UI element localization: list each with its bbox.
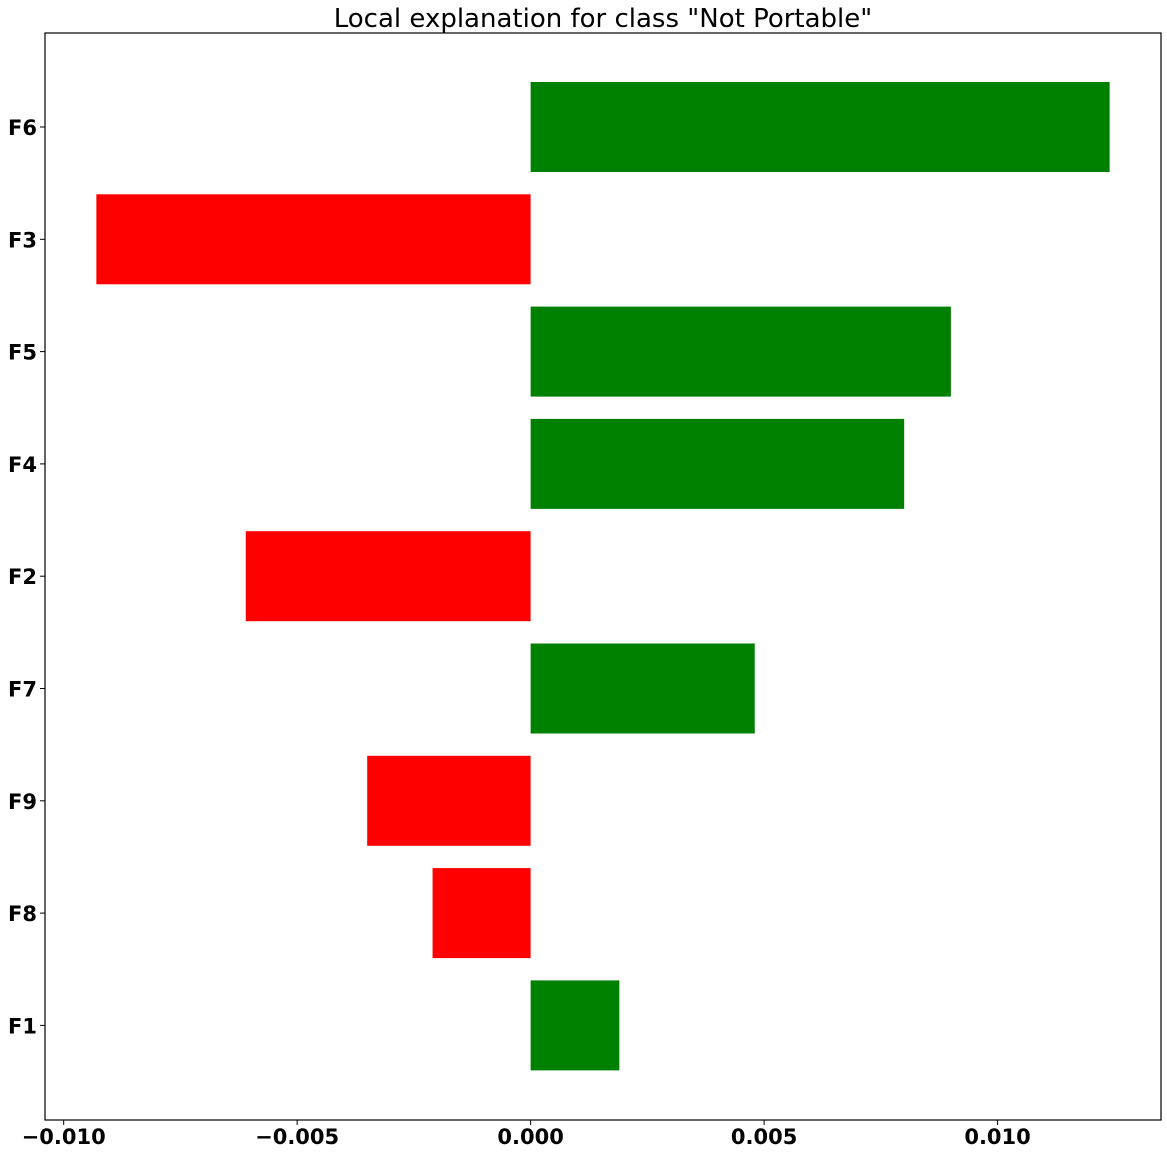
x-axis: −0.010 −0.005 0.000 0.005 0.010 [22, 1120, 1031, 1149]
bar-f9 [367, 755, 531, 846]
y-tick-label: F2 [8, 565, 37, 589]
y-tick-label: F4 [8, 453, 37, 477]
bars-group [96, 82, 1110, 1071]
x-tick-label: 0.010 [964, 1125, 1030, 1149]
bar-f7 [530, 643, 755, 734]
y-tick-label: F7 [8, 678, 37, 702]
plot-frame [44, 32, 1162, 1121]
y-tick-label: F3 [8, 228, 37, 252]
y-tick-label: F6 [8, 116, 37, 140]
bar-f1 [530, 980, 620, 1071]
y-tick-label: F8 [8, 902, 37, 926]
bar-f4 [530, 418, 905, 509]
x-tick-label: 0.005 [731, 1125, 797, 1149]
x-tick-label: 0.000 [497, 1125, 563, 1149]
y-tick-label: F1 [8, 1014, 37, 1038]
x-tick-label: −0.005 [255, 1125, 339, 1149]
y-tick-label: F5 [8, 341, 37, 365]
y-axis: F6 F3 F5 F4 F2 F7 F9 F8 F1 [8, 116, 45, 1038]
bar-f3 [96, 194, 531, 285]
x-tick-label: −0.010 [22, 1125, 106, 1149]
bar-f5 [530, 306, 951, 397]
bar-f8 [432, 868, 531, 959]
chart-title: Local explanation for class "Not Portabl… [334, 4, 872, 34]
y-tick-label: F9 [8, 790, 37, 814]
bar-f6 [530, 82, 1110, 172]
bar-f2 [245, 531, 531, 622]
